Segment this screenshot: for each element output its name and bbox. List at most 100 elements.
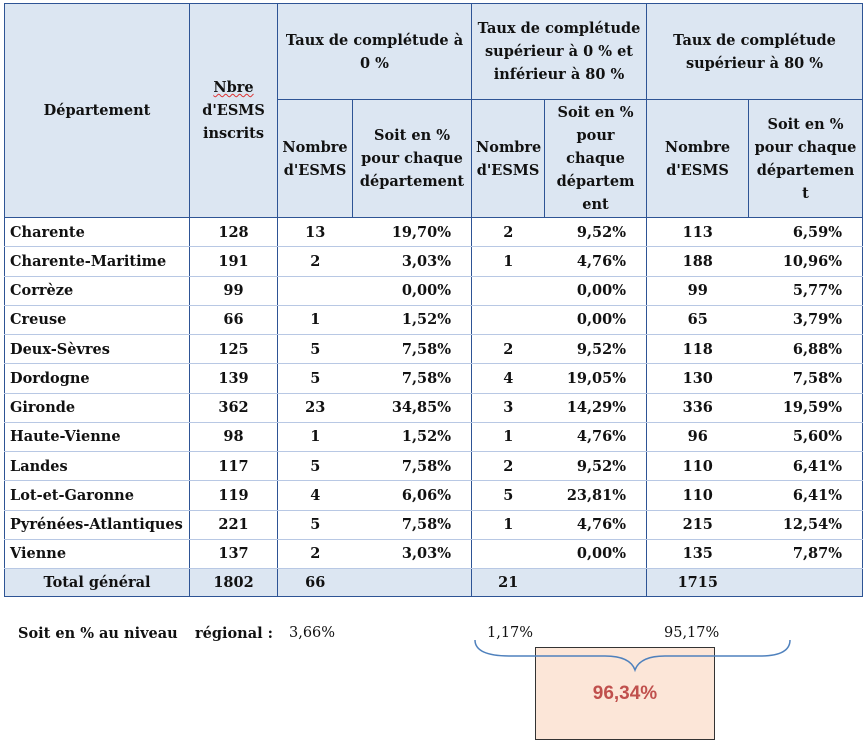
- cell-n0: 2: [277, 246, 353, 277]
- cell-n2: 110: [646, 451, 749, 482]
- table-row: Vienne 137 2 3,03% 0,00% 135 7,87%: [4, 539, 864, 570]
- cell-p1: 9,52%: [544, 217, 648, 248]
- cell-n0: 5: [277, 510, 353, 540]
- cell-p0: 7,58%: [352, 334, 473, 365]
- cell-dep: Creuse: [4, 305, 190, 336]
- cell-n1: [471, 276, 545, 306]
- cell-dep: Charente-Maritime: [4, 246, 190, 277]
- cell-p2: 12,54%: [748, 510, 864, 540]
- cell-n0: 5: [277, 334, 353, 365]
- cell-p0: 34,85%: [352, 393, 473, 423]
- cell-n2: 135: [646, 539, 749, 570]
- cell-nb: 119: [189, 480, 278, 511]
- header-nombre-esms-0: Nombre d'ESMS: [277, 99, 353, 218]
- cell-p1: 4,76%: [544, 246, 648, 277]
- table-row: Corrèze 99 0,00% 0,00% 99 5,77%: [4, 276, 864, 306]
- total-n0: 66: [277, 568, 353, 597]
- cell-n1: 3: [471, 393, 545, 423]
- header-nbre-esms: Nbre d'ESMS inscrits: [189, 3, 278, 218]
- table-row: Deux-Sèvres 125 5 7,58% 2 9,52% 118 6,88%: [4, 334, 864, 365]
- cell-nb: 66: [189, 305, 278, 336]
- total-nb: 1802: [189, 568, 278, 597]
- cell-nb: 99: [189, 276, 278, 306]
- cell-n0: 13: [277, 217, 353, 248]
- header-nbre-line2: d'ESMS: [202, 102, 265, 119]
- cell-n1: 1: [471, 246, 545, 277]
- cell-n1: 5: [471, 480, 545, 511]
- cell-p2: 19,59%: [748, 393, 864, 423]
- cell-nb: 362: [189, 393, 278, 423]
- cell-p1: 19,05%: [544, 363, 648, 394]
- cell-n0: 4: [277, 480, 353, 511]
- cell-n1: 2: [471, 334, 545, 365]
- regional-pct-1: 1,17%: [487, 625, 534, 641]
- cell-p0: 1,52%: [352, 422, 473, 453]
- cell-p2: 3,79%: [748, 305, 864, 336]
- cell-dep: Dordogne: [4, 363, 190, 394]
- cell-p0: 7,58%: [352, 510, 473, 540]
- total-n2: 1715: [646, 568, 749, 597]
- cell-p1: 23,81%: [544, 480, 648, 511]
- cell-dep: Haute-Vienne: [4, 422, 190, 453]
- cell-n1: 2: [471, 217, 545, 248]
- cell-n2: 118: [646, 334, 749, 365]
- table-row: Landes 117 5 7,58% 2 9,52% 110 6,41%: [4, 451, 864, 482]
- cell-p2: 6,59%: [748, 217, 864, 248]
- cell-nb: 191: [189, 246, 278, 277]
- cell-n2: 130: [646, 363, 749, 394]
- cell-p2: 5,60%: [748, 422, 864, 453]
- esms-table: Département Nbre d'ESMS inscrits Taux de…: [4, 3, 864, 597]
- curly-brace: [474, 639, 791, 673]
- total-p1: [544, 568, 648, 597]
- cell-dep: Lot-et-Garonne: [4, 480, 190, 511]
- table-row: Pyrénées-Atlantiques 221 5 7,58% 1 4,76% 215 12…: [4, 510, 864, 540]
- cell-p0: 3,03%: [352, 246, 473, 277]
- cell-n0: 5: [277, 451, 353, 482]
- cell-n0: 1: [277, 422, 353, 453]
- cell-dep: Charente: [4, 217, 190, 248]
- cell-p0: 19,70%: [352, 217, 473, 248]
- cell-p1: 9,52%: [544, 334, 648, 365]
- cell-n2: 110: [646, 480, 749, 511]
- cell-nb: 117: [189, 451, 278, 482]
- regional-label-a: Soit en % au niveau: [18, 625, 178, 642]
- cell-n1: [471, 539, 545, 570]
- cell-nb: 98: [189, 422, 278, 453]
- cell-p2: 6,41%: [748, 480, 864, 511]
- cell-n2: 96: [646, 422, 749, 453]
- regional-pct-0: 3,66%: [289, 625, 336, 641]
- table-row: Dordogne 139 5 7,58% 4 19,05% 130 7,58%: [4, 363, 864, 394]
- cell-n1: [471, 305, 545, 336]
- header-nbre-line1: Nbre: [213, 79, 254, 96]
- regional-label-b: régional :: [195, 625, 274, 642]
- cell-dep: Deux-Sèvres: [4, 334, 190, 365]
- cell-n2: 65: [646, 305, 749, 336]
- header-group-1: Taux de complétude supérieur à 0 % et in…: [471, 3, 648, 100]
- cell-p2: 10,96%: [748, 246, 864, 277]
- cell-dep: Vienne: [4, 539, 190, 570]
- cell-n2: 188: [646, 246, 749, 277]
- header-nombre-esms-2: Nombre d'ESMS: [646, 99, 750, 218]
- cell-n1: 1: [471, 422, 545, 453]
- header-departement: Département: [4, 3, 190, 218]
- cell-p2: 6,41%: [748, 451, 864, 482]
- table-row: Lot-et-Garonne 119 4 6,06% 5 23,81% 110 6,41%: [4, 480, 864, 511]
- cell-p2: 5,77%: [748, 276, 864, 306]
- cell-p0: 0,00%: [352, 276, 473, 306]
- cell-p2: 7,58%: [748, 363, 864, 394]
- cell-dep: Landes: [4, 451, 190, 482]
- cell-p0: 7,58%: [352, 451, 473, 482]
- cell-n0: 2: [277, 539, 353, 570]
- cell-p1: 0,00%: [544, 305, 648, 336]
- table-row: Haute-Vienne 98 1 1,52% 1 4,76% 96 5,60%: [4, 422, 864, 453]
- cell-n1: 1: [471, 510, 545, 540]
- cell-p1: 0,00%: [544, 539, 648, 570]
- combined-box: [535, 647, 715, 740]
- cell-n0: 5: [277, 363, 353, 394]
- table-row: Charente-Maritime 191 2 3,03% 1 4,76% 188 10,96…: [4, 246, 864, 277]
- cell-n2: 215: [646, 510, 749, 540]
- table-body: Charente 128 13 19,70% 2 9,52% 113 6,59% Charent…: [4, 217, 864, 570]
- cell-n2: 336: [646, 393, 749, 423]
- cell-p1: 4,76%: [544, 510, 648, 540]
- cell-p0: 3,03%: [352, 539, 473, 570]
